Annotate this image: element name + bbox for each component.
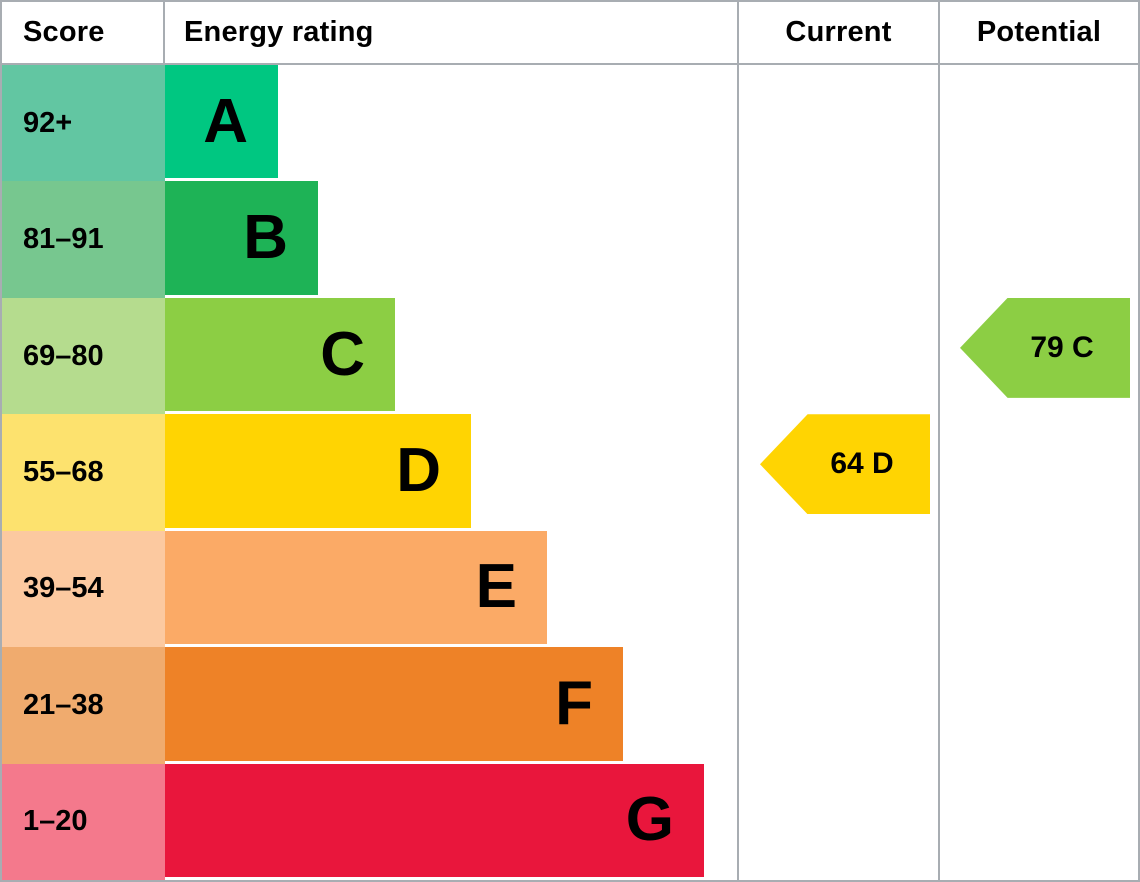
band-bar-area: E	[165, 530, 737, 647]
band-row-a: 92+ A	[2, 65, 1138, 182]
potential-cell	[938, 530, 1138, 648]
current-cell	[737, 647, 938, 764]
current-cell	[737, 763, 938, 880]
score-column-header: Score	[2, 2, 165, 63]
band-row-c: 69–80 C	[2, 297, 1138, 415]
band-bar-area: A	[165, 65, 737, 181]
band-bar-area: G	[165, 763, 737, 880]
current-column-header: Current	[737, 2, 938, 63]
energy-rating-column-header: Energy rating	[184, 16, 374, 48]
potential-rating-label: 79 C	[1030, 330, 1094, 364]
band-row-e: 39–54 E	[2, 530, 1138, 648]
current-rating-label: 64 D	[830, 447, 894, 481]
potential-cell	[938, 647, 1138, 764]
band-bar-d: D	[165, 414, 471, 528]
band-bar-c: C	[165, 297, 395, 412]
band-letter: A	[203, 86, 248, 156]
band-letter: G	[625, 785, 674, 855]
band-score-range: 21–38	[2, 647, 165, 764]
band-rows: 92+ A 81–91 B 69–80 C	[2, 65, 1138, 880]
current-cell	[737, 530, 938, 648]
band-bar-g: G	[165, 763, 704, 877]
potential-cell	[938, 65, 1138, 182]
current-cell	[737, 414, 938, 531]
band-bar-area: D	[165, 414, 737, 530]
band-row-d: 55–68 D	[2, 414, 1138, 531]
potential-cell	[938, 297, 1138, 415]
band-score-range: 92+	[2, 65, 165, 182]
band-letter: E	[475, 552, 517, 622]
band-score-range: 69–80	[2, 297, 165, 415]
band-bar-a: A	[165, 65, 278, 179]
band-row-g: 1–20 G	[2, 763, 1138, 880]
current-cell	[737, 181, 938, 298]
potential-cell	[938, 763, 1138, 880]
band-letter: F	[555, 668, 593, 738]
potential-cell	[938, 414, 1138, 531]
potential-cell	[938, 181, 1138, 298]
band-bar-f: F	[165, 647, 623, 761]
header-row: Score Energy rating Current Potential	[2, 2, 1138, 65]
potential-column-header: Potential	[938, 2, 1138, 63]
band-score-range: 55–68	[2, 414, 165, 531]
band-row-b: 81–91 B	[2, 181, 1138, 298]
band-bar-b: B	[165, 181, 318, 295]
band-bar-area: B	[165, 181, 737, 297]
band-score-range: 39–54	[2, 530, 165, 648]
band-bar-area: F	[165, 647, 737, 763]
band-letter: D	[396, 435, 441, 505]
band-letter: C	[320, 319, 365, 389]
current-cell	[737, 65, 938, 182]
band-bar-e: E	[165, 530, 547, 645]
band-score-range: 81–91	[2, 181, 165, 298]
band-row-f: 21–38 F	[2, 647, 1138, 764]
band-score-range: 1–20	[2, 763, 165, 880]
band-bar-area: C	[165, 297, 737, 414]
band-letter: B	[243, 203, 288, 273]
current-cell	[737, 297, 938, 415]
